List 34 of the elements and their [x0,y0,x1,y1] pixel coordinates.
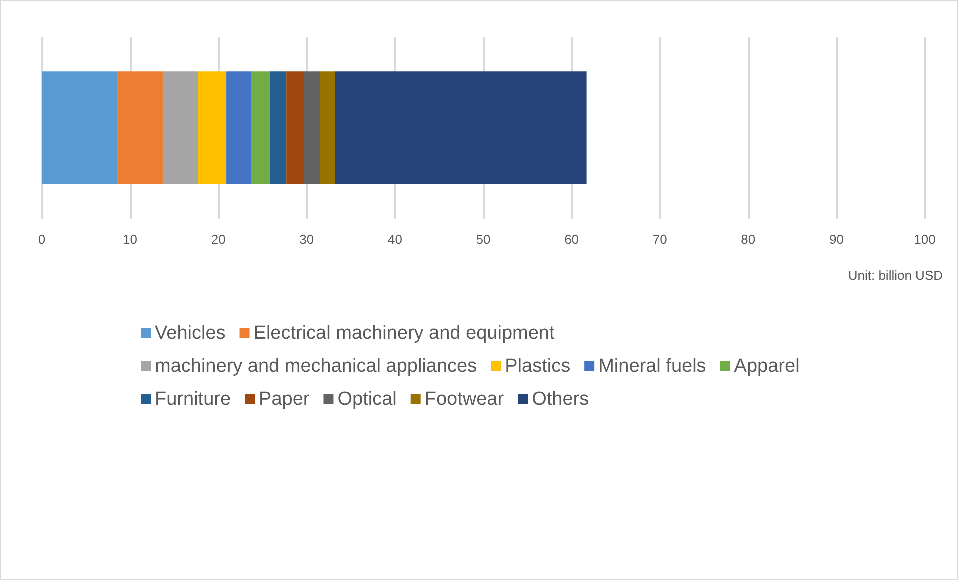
bar [286,72,304,184]
x-tick-label: 40 [388,232,402,247]
x-tick-label: 90 [829,232,844,247]
bar [335,72,587,184]
x-tick-label: 70 [652,232,668,247]
bar [270,72,287,184]
legend-label: Apparel [734,356,800,377]
legend-label: Others [532,389,590,410]
x-tick-label: 80 [741,232,756,247]
bar [251,72,270,184]
x-tick-label: 60 [564,232,580,247]
x-tick-label: 100 [914,232,936,247]
x-tick-label: 20 [211,232,226,247]
x-tick-label: 10 [123,232,138,247]
text: Unit: billion USD [848,268,944,283]
legend-label: Electrical machinery and equipment [254,323,556,344]
bar [162,72,198,184]
bar [198,72,227,184]
bar [304,72,320,184]
bar [226,72,252,184]
bar [118,72,163,184]
legend-label: Plastics [505,356,571,377]
legend-label: Optical [338,389,397,410]
x-tick-label: 0 [38,232,46,247]
legend-label: Vehicles [155,323,226,344]
x-tick-label: 30 [300,232,314,247]
bar [320,72,336,184]
legend-label: Mineral fuels [598,356,706,377]
legend-label: Furniture [155,389,232,410]
bar [42,72,118,184]
legend-label: machinery and mechanical appliances [155,356,478,377]
legend-label: Footwear [424,389,505,410]
legend-label: Paper [259,389,310,410]
x-tick-label: 50 [476,232,491,247]
